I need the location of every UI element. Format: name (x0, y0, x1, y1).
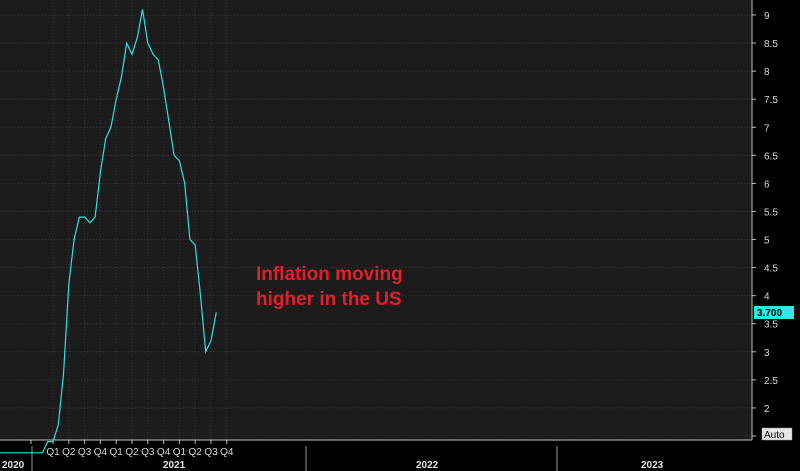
x-year-labels: 2020 2021 2022 2023 (2, 446, 664, 471)
y-tick-label: 4.5 (764, 264, 778, 275)
y-tick-label: 3.5 (764, 320, 778, 331)
x-tick-label: Q1 (173, 447, 187, 458)
last-value-badge: 3.700 (754, 306, 794, 319)
y-tick-labels: 1.522.533.544.555.566.577.588.59 (752, 11, 778, 443)
last-value-badge-bg (754, 306, 794, 319)
x-tick-label: Q1 (46, 447, 60, 458)
x-year-label: 2023 (641, 460, 664, 471)
y-tick-label: 7.5 (764, 95, 778, 106)
y-tick-label: 9 (764, 11, 770, 22)
y-tick-label: 2.5 (764, 376, 778, 387)
x-tick-label: Q4 (94, 447, 108, 458)
x-tick-label: Q2 (125, 447, 139, 458)
y-tick-label: 2 (764, 404, 770, 415)
auto-button-bg[interactable] (761, 427, 793, 441)
x-tick-label: Q2 (189, 447, 203, 458)
last-value-label: 3.700 (757, 308, 782, 319)
y-tick-label: 5.5 (764, 207, 778, 218)
x-tick-label: Q3 (141, 447, 155, 458)
x-tick-label: Q3 (78, 447, 92, 458)
plot-area (0, 0, 752, 440)
y-tick-label: 8 (764, 67, 770, 78)
x-tick-label: Q1 (110, 447, 124, 458)
x-year-label: 2020 (2, 460, 25, 471)
x-tick-label: Q2 (62, 447, 76, 458)
x-year-label: 2022 (416, 460, 439, 471)
x-tick-label: Q3 (204, 447, 218, 458)
x-tick-label: Q4 (220, 447, 234, 458)
y-tick-label: 3 (764, 348, 770, 359)
series-line (0, 9, 217, 454)
y-tick-label: 6 (764, 179, 770, 190)
annotation-line-1: Inflation moving (256, 264, 403, 285)
gridlines (0, 0, 752, 440)
y-tick-label: 5 (764, 236, 770, 247)
x-tick-labels: Q1 Q2 Q3 Q4 Q1 Q2 Q3 Q4 Q1 Q2 Q3 Q4 (30, 440, 234, 458)
auto-button-label[interactable]: Auto (764, 430, 785, 441)
y-tick-label: 8.5 (764, 39, 778, 50)
annotation: Inflation moving higher in the US (256, 264, 403, 310)
x-year-label: 2021 (163, 460, 186, 471)
y-tick-label: 6.5 (764, 151, 778, 162)
axes (0, 0, 753, 441)
x-tick-label: Q4 (157, 447, 171, 458)
y-tick-label: 4 (764, 292, 770, 303)
auto-scale-button[interactable]: Auto (761, 427, 793, 441)
y-tick-label: 7 (764, 123, 770, 134)
annotation-line-2: higher in the US (256, 289, 402, 310)
